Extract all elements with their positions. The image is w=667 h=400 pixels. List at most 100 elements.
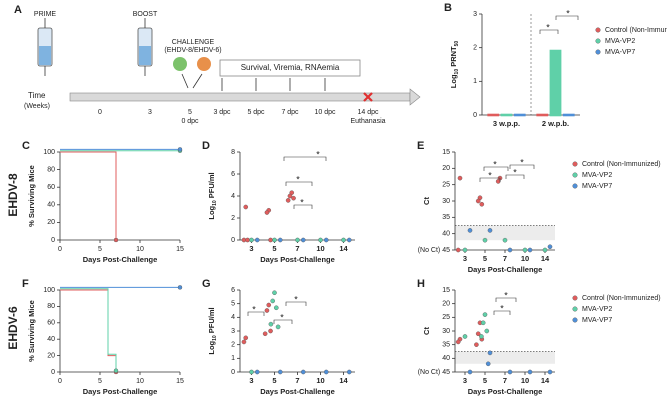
significance-star: *: [566, 8, 570, 18]
y-tick-label: 60: [47, 184, 55, 191]
data-point: [268, 321, 274, 327]
y-tick-label: 3: [231, 328, 235, 335]
row-label: EHDV-6: [6, 306, 20, 350]
x-axis-label: Days Post-Challenge: [83, 387, 158, 396]
data-point: [482, 237, 488, 243]
significance-bracket: [495, 297, 517, 302]
data-point: [266, 302, 272, 308]
y-axis-label-part: 10: [212, 335, 218, 341]
y-axis-label: Ct: [422, 327, 431, 335]
data-point: [291, 195, 296, 201]
y-tick-label: 40: [442, 231, 450, 238]
x-tick-label: 2 w.p.b.: [542, 119, 569, 128]
panel-letter: G: [202, 278, 211, 290]
bar: [487, 113, 500, 117]
data-point: [507, 247, 513, 253]
significance-bracket: [555, 15, 579, 20]
x-tick-label: 5: [98, 378, 102, 385]
data-point: [318, 237, 323, 243]
x-axis-label: Days Post-Challenge: [260, 387, 335, 396]
y-tick-label: 30: [442, 328, 450, 335]
challenge-viruses: (EHDV-8/EHDV-6): [164, 47, 221, 54]
legend-marker: [595, 27, 601, 33]
x-axis-label: Days Post-Challenge: [468, 265, 543, 274]
data-point: [457, 175, 463, 181]
x-tick-label: 7: [503, 376, 507, 385]
y-tick-label: 1: [473, 78, 477, 85]
y-tick-label: 0: [51, 237, 55, 244]
data-point: [245, 237, 250, 243]
data-point: [479, 201, 485, 207]
y-axis-label: Ct: [422, 197, 431, 205]
x-tick-label: 3 w.p.p.: [493, 119, 520, 128]
x-tick-label: 14: [339, 376, 348, 385]
syringe-fill: [139, 46, 151, 65]
data-point: [277, 237, 283, 243]
data-point: [487, 228, 493, 233]
y-tick-label: 0: [231, 369, 235, 376]
data-point: [323, 369, 329, 375]
y-tick-label: (No Ct) 45: [418, 247, 450, 254]
y-tick-label: 0: [473, 112, 477, 119]
legend-label: Control (Non-Immunized): [582, 161, 661, 168]
significance-star: *: [252, 304, 256, 314]
x-tick-label: 0: [58, 378, 62, 385]
euthanasia-mark: [363, 92, 373, 102]
significance-star: *: [296, 174, 300, 184]
data-point: [272, 290, 277, 296]
data-point: [475, 331, 481, 337]
y-tick-label: 25: [442, 182, 450, 189]
y-tick-label: 3: [473, 11, 477, 18]
dpc-tick: 5 dpc: [247, 109, 265, 116]
monitoring-box: [219, 59, 361, 77]
virus-icon: [197, 57, 211, 71]
y-axis-label: Log10 PFU/ml: [207, 307, 218, 354]
data-point: [277, 369, 283, 375]
legend-marker: [572, 183, 578, 189]
y-tick-label: 0: [231, 237, 235, 244]
data-point: [527, 247, 533, 253]
data-point: [482, 312, 488, 317]
data-point: [268, 328, 273, 334]
x-tick-label: 10: [136, 378, 144, 385]
data-point: [547, 244, 553, 250]
y-axis-label-part: Ct: [422, 327, 431, 335]
survival-line: [60, 151, 117, 240]
y-tick-label: 100: [43, 287, 55, 294]
significance-bracket: [283, 156, 327, 161]
x-tick-label: 10: [316, 376, 324, 385]
significance-star: *: [546, 22, 550, 32]
end-point: [177, 147, 183, 152]
y-tick-label: 80: [47, 303, 55, 310]
arrow: [181, 73, 189, 89]
data-point: [300, 237, 306, 243]
panel-letter: D: [202, 140, 210, 152]
bar: [562, 113, 575, 117]
panel-letter: B: [444, 2, 452, 14]
data-point: [241, 339, 247, 345]
data-point: [495, 179, 501, 184]
lod-band: [455, 225, 555, 241]
week-tick: 3: [148, 109, 152, 116]
x-axis-label: Days Post-Challenge: [468, 387, 543, 396]
y-axis-label-part: % Surviving Mice: [27, 300, 36, 362]
dpc-tick: 14 dpc: [357, 109, 379, 116]
data-point: [300, 369, 306, 375]
data-point: [480, 320, 486, 326]
y-axis-label-part: Log: [449, 74, 458, 88]
x-tick-label: 15: [176, 378, 184, 385]
significance-star: *: [500, 303, 504, 313]
significance-star: *: [520, 157, 524, 167]
data-point: [341, 237, 346, 243]
y-tick-label: 30: [442, 198, 450, 205]
x-tick-label: 5: [98, 246, 102, 253]
data-point: [462, 247, 468, 253]
y-tick-label: 0: [51, 369, 55, 376]
y-tick-label: 6: [231, 287, 235, 294]
x-tick-label: 15: [176, 246, 184, 253]
y-axis-label-part: 50: [454, 41, 460, 47]
boost-label: BOOST: [133, 11, 158, 18]
prime-label: PRIME: [34, 11, 57, 18]
